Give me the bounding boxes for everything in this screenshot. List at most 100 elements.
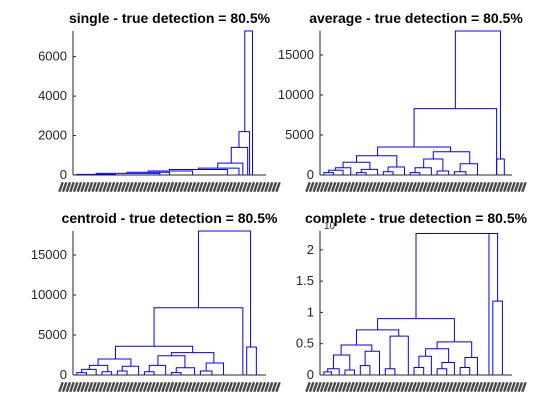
x-tick-label xyxy=(150,181,156,193)
x-tick-label xyxy=(506,181,513,193)
dendrogram-link xyxy=(413,108,498,175)
x-tick-label xyxy=(253,381,259,393)
x-tick-label xyxy=(267,381,274,393)
x-tick-label xyxy=(234,381,241,393)
x-tick-label xyxy=(216,181,222,193)
x-tick-labels xyxy=(58,381,281,393)
x-tick-label xyxy=(414,181,421,193)
x-tick-label xyxy=(94,381,101,393)
x-tick-label xyxy=(142,181,149,193)
x-tick-label xyxy=(80,181,86,193)
x-tick-label xyxy=(319,181,326,193)
x-tick-label xyxy=(440,181,447,193)
x-tick-label xyxy=(260,381,267,393)
x-tick-label xyxy=(253,181,259,193)
x-tick-label xyxy=(400,381,407,393)
y-tick-label: 5000 xyxy=(285,127,314,142)
x-tick-label xyxy=(201,381,208,393)
dendrogram-link xyxy=(389,335,409,375)
x-tick-label xyxy=(168,381,175,393)
x-tick-label xyxy=(238,181,245,193)
x-tick-label xyxy=(506,381,513,393)
dendrogram-link xyxy=(423,158,444,171)
x-tick-label xyxy=(135,381,142,393)
x-tick-label xyxy=(120,381,127,393)
dendrogram-link xyxy=(205,362,225,375)
x-tick-label xyxy=(491,381,498,393)
dendrogram-link xyxy=(244,30,253,175)
x-tick-label xyxy=(418,181,425,193)
x-tick-label xyxy=(385,381,392,393)
x-tick-label xyxy=(327,381,333,393)
x-tick-label xyxy=(455,381,461,393)
dendrogram-link xyxy=(157,355,186,368)
dendrogram-link xyxy=(197,167,240,175)
x-tick-label xyxy=(371,181,377,193)
dendrogram-link xyxy=(452,233,499,302)
x-tick-label xyxy=(76,181,83,193)
x-tick-label xyxy=(212,181,219,193)
x-tick-label xyxy=(488,381,494,393)
x-tick-label xyxy=(345,181,352,193)
x-tick-label xyxy=(175,181,182,193)
x-tick-labels xyxy=(305,181,527,193)
dendrogram-link xyxy=(342,161,371,170)
x-tick-label xyxy=(477,381,483,393)
x-tick-label xyxy=(157,381,164,393)
x-tick-label xyxy=(389,181,396,193)
x-tick-label xyxy=(418,381,425,393)
x-tick-label xyxy=(360,181,366,193)
x-tick-label xyxy=(139,381,145,393)
x-tick-labels xyxy=(58,181,281,193)
x-tick-label xyxy=(76,381,83,393)
dendrogram-link xyxy=(153,307,244,375)
x-tick-label xyxy=(360,381,366,393)
x-tick-label xyxy=(378,181,385,193)
x-tick-label xyxy=(105,181,112,193)
x-tick-label xyxy=(334,181,341,193)
x-tick-label xyxy=(305,381,311,393)
x-tick-label xyxy=(109,381,116,393)
x-tick-label xyxy=(102,381,108,393)
y-tick-label: 5000 xyxy=(38,327,67,342)
x-tick-label xyxy=(164,181,171,193)
x-tick-label xyxy=(212,381,219,393)
dendrogram-link xyxy=(169,168,228,175)
x-tick-label xyxy=(98,181,105,193)
x-tick-label xyxy=(473,381,480,393)
x-tick-label xyxy=(352,181,359,193)
x-tick-label xyxy=(356,381,363,393)
x-tick-label xyxy=(334,381,341,393)
x-tick-label xyxy=(205,381,211,393)
x-tick-label xyxy=(447,181,454,193)
x-tick-label xyxy=(139,181,145,193)
x-tick-label xyxy=(521,181,527,193)
x-tick-label xyxy=(172,381,178,393)
x-tick-label xyxy=(382,181,388,193)
dendrogram-link xyxy=(492,300,503,375)
y-tick-label: 6000 xyxy=(38,49,67,64)
x-tick-label xyxy=(323,381,330,393)
x-tick-label xyxy=(142,381,149,393)
y-tick-label: 15000 xyxy=(31,247,67,262)
x-tick-label xyxy=(219,181,226,193)
x-tick-label xyxy=(80,381,86,393)
x-tick-label xyxy=(69,381,75,393)
x-tick-label xyxy=(264,381,270,393)
x-tick-label xyxy=(146,381,153,393)
dendrogram-link xyxy=(436,170,450,175)
x-tick-label xyxy=(404,181,410,193)
x-tick-label xyxy=(91,181,97,193)
x-tick-label xyxy=(58,181,64,193)
dendrogram-link xyxy=(464,356,478,375)
x-tick-label xyxy=(345,381,352,393)
dendrogram-link xyxy=(116,370,128,375)
x-tick-label xyxy=(234,181,241,193)
x-tick-label xyxy=(338,181,344,193)
x-tick-label xyxy=(117,381,123,393)
dendrogram-link xyxy=(454,30,501,159)
x-tick-label xyxy=(374,381,381,393)
x-tick-label xyxy=(72,381,79,393)
x-tick-label xyxy=(499,181,505,193)
